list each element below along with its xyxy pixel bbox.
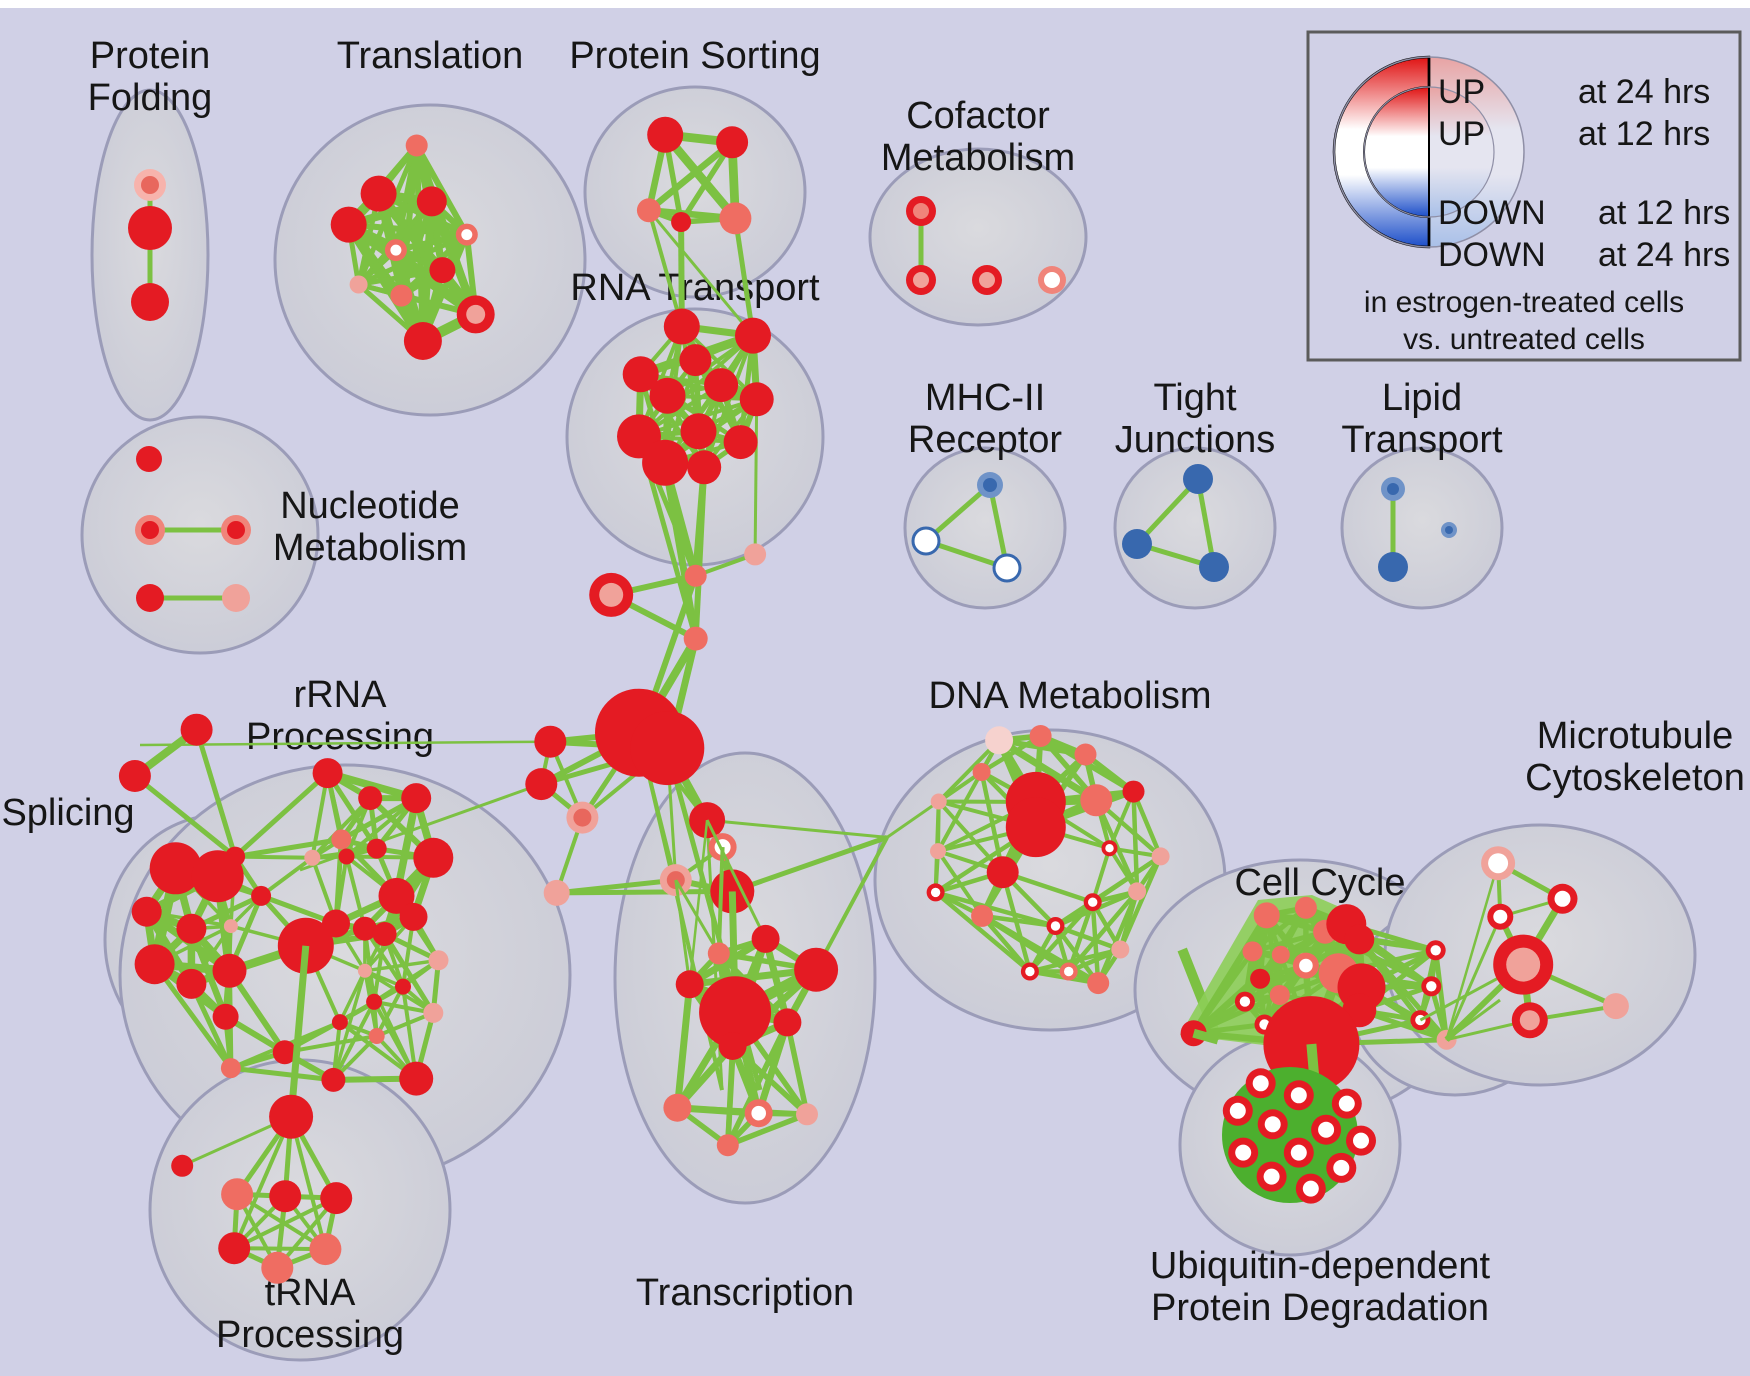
svg-text:DOWN: DOWN bbox=[1438, 236, 1546, 274]
svg-text:Tight: Tight bbox=[1153, 377, 1237, 419]
svg-text:vs. untreated cells: vs. untreated cells bbox=[1403, 323, 1645, 356]
svg-text:rRNA: rRNA bbox=[294, 674, 388, 716]
svg-text:DNA Metabolism: DNA Metabolism bbox=[929, 675, 1212, 717]
svg-text:Lipid: Lipid bbox=[1382, 377, 1462, 419]
svg-text:Transport: Transport bbox=[1341, 419, 1503, 461]
svg-text:Translation: Translation bbox=[337, 35, 524, 77]
svg-text:at 24 hrs: at 24 hrs bbox=[1598, 236, 1730, 274]
svg-text:MHC-II: MHC-II bbox=[925, 377, 1045, 419]
svg-text:Processing: Processing bbox=[246, 716, 434, 758]
svg-text:in estrogen-treated cells: in estrogen-treated cells bbox=[1364, 286, 1684, 319]
svg-text:Metabolism: Metabolism bbox=[881, 137, 1075, 179]
svg-text:Protein Degradation: Protein Degradation bbox=[1151, 1287, 1489, 1329]
svg-text:Cytoskeleton: Cytoskeleton bbox=[1525, 757, 1745, 799]
svg-text:Microtubule: Microtubule bbox=[1537, 715, 1733, 757]
svg-text:at 24 hrs: at 24 hrs bbox=[1578, 73, 1710, 111]
svg-text:at 12 hrs: at 12 hrs bbox=[1598, 194, 1730, 232]
svg-text:RNA Transport: RNA Transport bbox=[570, 267, 820, 309]
svg-text:UP: UP bbox=[1438, 115, 1485, 153]
svg-text:Processing: Processing bbox=[216, 1314, 404, 1356]
svg-text:Protein: Protein bbox=[90, 35, 210, 77]
svg-text:Splicing: Splicing bbox=[1, 792, 134, 834]
svg-text:Cofactor: Cofactor bbox=[906, 95, 1050, 137]
svg-text:Transcription: Transcription bbox=[636, 1272, 854, 1314]
svg-text:Receptor: Receptor bbox=[908, 419, 1063, 461]
svg-text:Ubiquitin-dependent: Ubiquitin-dependent bbox=[1150, 1245, 1491, 1287]
svg-text:Metabolism: Metabolism bbox=[273, 527, 467, 569]
svg-text:Protein Sorting: Protein Sorting bbox=[569, 35, 820, 77]
svg-text:at 12 hrs: at 12 hrs bbox=[1578, 115, 1710, 153]
svg-text:Junctions: Junctions bbox=[1115, 419, 1276, 461]
svg-text:Nucleotide: Nucleotide bbox=[280, 485, 460, 527]
svg-text:DOWN: DOWN bbox=[1438, 194, 1546, 232]
svg-text:Cell Cycle: Cell Cycle bbox=[1234, 862, 1405, 904]
svg-text:UP: UP bbox=[1438, 73, 1485, 111]
svg-text:Folding: Folding bbox=[88, 77, 213, 119]
